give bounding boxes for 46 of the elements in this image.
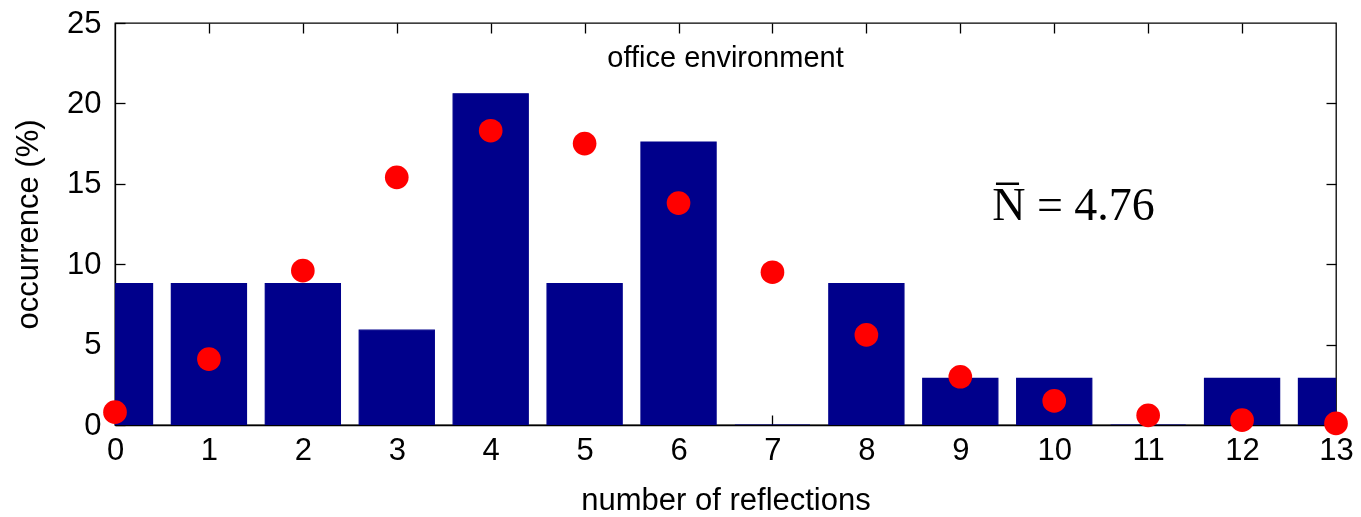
x-tick-label: 1: [200, 431, 219, 467]
point: [1230, 408, 1254, 432]
bar: [170, 282, 248, 425]
point: [948, 364, 973, 389]
bar: [264, 282, 342, 425]
x-tick-label: 12: [1225, 431, 1260, 467]
bar: [452, 93, 529, 425]
y-tick-label: 20: [67, 84, 102, 120]
point: [1324, 411, 1348, 436]
point: [572, 131, 597, 156]
y-tick-label: 5: [84, 326, 102, 362]
y-axis-title: occurrence (%): [10, 119, 46, 330]
point: [854, 323, 879, 347]
x-tick-label: 8: [858, 431, 876, 467]
x-tick-label: 4: [482, 431, 500, 467]
point: [760, 260, 785, 285]
bar: [546, 282, 623, 425]
point: [384, 165, 409, 190]
x-tick-label: 3: [388, 431, 406, 467]
bar: [922, 377, 999, 425]
y-tick-label: 10: [67, 245, 102, 281]
x-tick-label: 11: [1132, 431, 1165, 467]
bar: [640, 141, 717, 425]
y-tick-label: 0: [84, 406, 102, 442]
x-tick-label: 10: [1037, 431, 1072, 467]
y-tick-label: 25: [67, 4, 102, 40]
point: [291, 258, 315, 283]
x-tick-label: 2: [294, 431, 312, 467]
point: [103, 400, 127, 424]
x-tick-label: 13: [1319, 431, 1354, 467]
y-tick-label: 15: [67, 165, 102, 201]
bar: [828, 282, 905, 425]
x-tick-label: 5: [576, 431, 594, 467]
text: office environment: [607, 41, 844, 73]
x-tick-label: 9: [952, 431, 970, 467]
x-axis-title: number of reflections: [581, 481, 871, 517]
point: [666, 191, 691, 215]
bar: [1203, 377, 1281, 425]
annotation: N̅ = 4.76: [992, 178, 1155, 230]
bar: [358, 329, 435, 425]
point: [1136, 403, 1160, 428]
point: [197, 347, 221, 371]
x-tick-label: 7: [764, 431, 782, 467]
x-tick-label: 6: [670, 431, 688, 467]
x-tick-label: 0: [106, 431, 125, 467]
point: [478, 118, 503, 143]
